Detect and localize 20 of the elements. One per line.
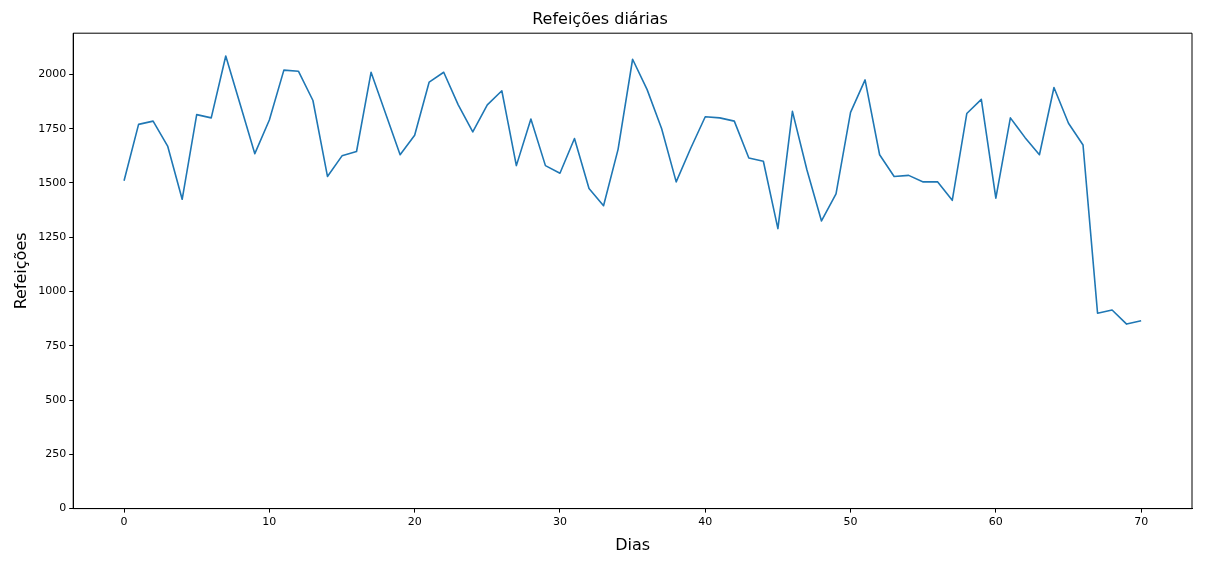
y-tick-label: 500	[45, 392, 67, 406]
y-tick-label: 1250	[38, 230, 67, 244]
x-tick-label: 30	[552, 515, 567, 529]
y-tick-label: 1750	[38, 121, 67, 135]
y-tick-label: 1500	[38, 175, 67, 189]
x-tick-label: 10	[262, 515, 277, 529]
x-tick-label: 60	[988, 515, 1003, 529]
y-tick-label: 750	[45, 338, 67, 352]
x-tick-label: 20	[407, 515, 422, 529]
y-tick-label: 2000	[38, 67, 67, 81]
x-tick-label: 0	[120, 515, 128, 529]
y-tick-label: 250	[45, 447, 67, 461]
x-axis-title: Dias	[615, 534, 651, 554]
x-tick-label: 50	[843, 515, 858, 529]
y-tick-label: 0	[59, 501, 67, 515]
y-axis-title: Refeições	[10, 232, 30, 310]
y-tick-label: 1000	[38, 284, 67, 298]
x-tick-label: 70	[1134, 515, 1149, 529]
chart-title: Refeições diárias	[532, 8, 668, 28]
x-tick-label: 40	[698, 515, 713, 529]
